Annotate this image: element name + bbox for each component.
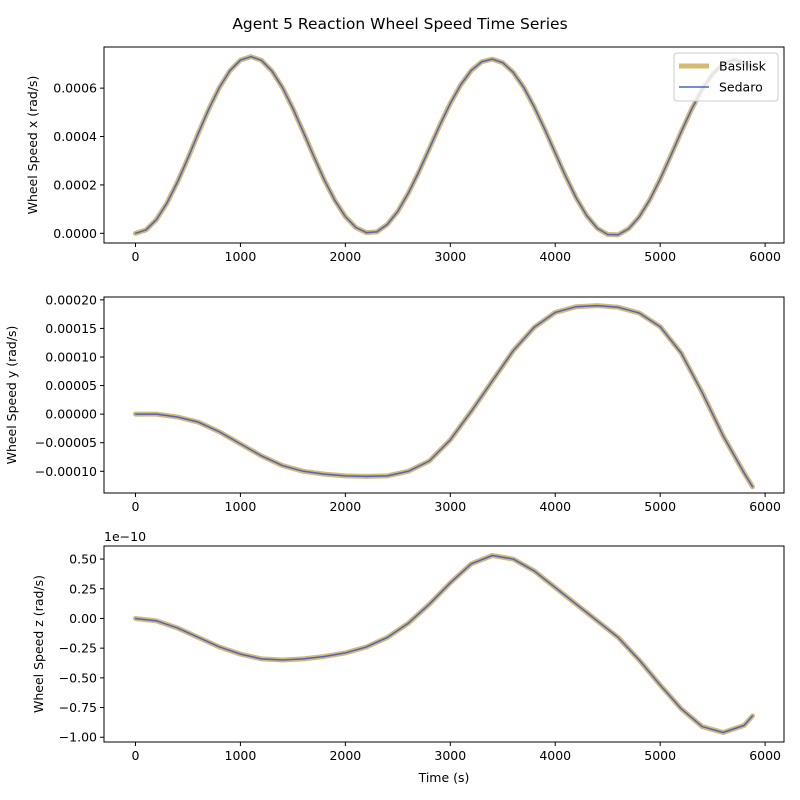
x-tick-label: 1000	[225, 748, 257, 763]
subplot-3: 0 1000 2000 3000 4000 5000 6000 −1.00 −0.75 −0.50…	[31, 529, 785, 785]
y-tick-label: −0.25	[59, 641, 97, 656]
series-line-basilisk	[132, 303, 756, 490]
x-tick-label: 0	[132, 748, 140, 763]
series-line-sedaro	[134, 554, 754, 734]
y-tick-label: −0.50	[59, 670, 97, 685]
x-tick-label: 5000	[644, 249, 676, 264]
axes-frame	[103, 46, 785, 244]
x-tick-label: 0	[132, 499, 140, 514]
y-tick-label: −0.75	[59, 700, 97, 715]
legend: Basilisk Sedaro	[673, 52, 779, 102]
x-axis-label: Time (s)	[418, 770, 470, 785]
series-line-sedaro	[134, 55, 754, 236]
y-offset-text: 1e−10	[104, 529, 146, 544]
series-line-basilisk	[132, 553, 756, 735]
subplot-2: 0 1000 2000 3000 4000 5000 6000 −0.00010 −0.0000…	[4, 292, 785, 514]
y-tick-label: 0.25	[69, 581, 97, 596]
y-axis-label: Wheel Speed z (rad/s)	[31, 575, 46, 713]
y-tick-label: −1.00	[59, 730, 97, 745]
y-tick-label: 0.00020	[45, 292, 97, 307]
y-tick-label: 0.0000	[53, 226, 97, 241]
x-tick-label: 2000	[329, 748, 361, 763]
x-tick-label: 4000	[539, 249, 571, 264]
y-tick-label: 0.00	[69, 611, 97, 626]
x-tick-label: 1000	[225, 499, 257, 514]
x-tick-label: 2000	[329, 249, 361, 264]
y-tick-label: 0.00010	[45, 350, 97, 365]
axes-frame	[103, 296, 785, 494]
y-axis-label: Wheel Speed y (rad/s)	[4, 326, 19, 465]
x-tick-label: 3000	[434, 499, 466, 514]
y-tick-label: 0.0002	[53, 177, 97, 192]
y-tick-label: 0.0004	[53, 129, 97, 144]
axes-frame	[103, 545, 785, 743]
x-tick-label: 2000	[329, 499, 361, 514]
y-tick-label: −0.00005	[35, 435, 97, 450]
figure-title: Agent 5 Reaction Wheel Speed Time Series	[232, 15, 567, 33]
legend-label-sedaro: Sedaro	[719, 80, 763, 95]
subplots: 0 1000 2000 3000 4000 5000 60000.00000.00020.0…	[4, 46, 785, 785]
subplot-1: 0 1000 2000 3000 4000 5000 6000 0.0000 0.0002 0.0…	[25, 46, 785, 264]
x-tick-label: 0	[132, 249, 140, 264]
x-tick-label: 1000	[225, 249, 257, 264]
x-tick-label: 4000	[539, 499, 571, 514]
legend-label-basilisk: Basilisk	[719, 59, 767, 74]
y-tick-label: 0.00015	[45, 321, 97, 336]
y-tick-label: 0.00005	[45, 378, 97, 393]
x-tick-label: 5000	[644, 499, 676, 514]
series-line-basilisk	[132, 54, 756, 238]
y-tick-label: −0.00010	[35, 464, 97, 479]
x-tick-label: 3000	[434, 249, 466, 264]
y-tick-label: 0.00000	[45, 407, 97, 422]
x-tick-label: 3000	[434, 748, 466, 763]
x-tick-label: 6000	[749, 748, 781, 763]
x-tick-label: 6000	[749, 249, 781, 264]
y-tick-label: 0.0006	[53, 81, 97, 96]
x-tick-label: 4000	[539, 748, 571, 763]
x-tick-label: 6000	[749, 499, 781, 514]
series-line-sedaro	[134, 304, 754, 488]
x-tick-label: 5000	[644, 748, 676, 763]
y-axis-label: Wheel Speed x (rad/s)	[25, 76, 40, 215]
y-tick-label: 0.50	[69, 552, 97, 567]
